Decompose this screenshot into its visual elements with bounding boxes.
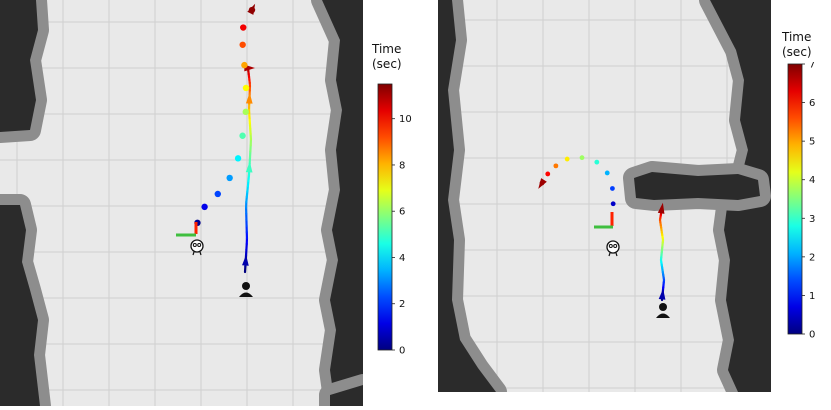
robot-eye-left [192,243,197,247]
left-colorbar-tick-label: 8 [399,160,405,171]
right-robot-predicted-point [564,156,570,162]
right-colorbar-tick-label: 0 [809,330,815,341]
right-robot-goal-arrow [538,178,547,189]
right-colorbar-title-line1: Time [782,30,812,44]
left-person-heading-marker [245,161,253,173]
left-robot-predicted-point [234,155,242,162]
robot-eye-right [197,243,202,247]
right-robot-predicted-point [610,201,616,207]
left-map-panel [0,0,363,406]
robot-eye-left [608,244,613,248]
left-robot-predicted-point [242,108,249,116]
person-icon [656,303,670,318]
wall-obstacle [322,0,363,406]
right-colorbar-bar [787,63,803,335]
right-colorbar-tick-label: 7 [809,62,815,71]
wall-obstacle [0,0,38,132]
left-robot-goal-arrow [247,3,256,15]
right-occupancy-map [438,0,771,392]
robot-body [606,240,620,254]
robot-legs [192,251,202,256]
wall-obstacle [634,172,760,200]
right-colorbar-tick-label: 1 [809,291,815,302]
wall-obstacle [438,0,496,392]
robot-eye-right [613,244,618,248]
robot-body [190,239,204,253]
robot-icon [606,240,620,257]
right-colorbar-title: Time (sec) [782,30,812,60]
right-robot-predicted-point [545,171,551,177]
right-colorbar-tick-label: 3 [809,214,815,225]
person-head [242,282,250,290]
left-colorbar-tick-label: 4 [399,253,405,264]
right-colorbar-tick-label: 6 [809,98,815,109]
right-robot-predicted-point [579,155,585,161]
right-colorbar-tick-label: 2 [809,252,815,263]
right-robot-predicted-point [610,186,615,191]
left-robot-predicted-point [242,84,250,92]
left-robot-predicted-point [214,190,221,198]
left-colorbar-tick-label: 6 [399,207,405,218]
left-robot-predicted-point [239,132,246,139]
person-body [239,292,253,297]
right-person-heading-marker [657,202,665,214]
person-body [656,313,670,318]
right-colorbar-title-line2: (sec) [782,45,812,59]
left-colorbar-tick-label: 0 [399,346,405,357]
left-robot-predicted-point [239,41,246,48]
left-colorbar-title-line1: Time [372,42,402,56]
wall-obstacle [330,385,363,406]
wall-obstacle [0,205,40,406]
left-robot-predicted-point [201,203,208,211]
left-robot-predicted-point [241,61,248,69]
right-robot-predicted-point [604,170,610,176]
left-colorbar-tick-label: 10 [399,114,412,125]
person-head [659,303,667,311]
right-colorbar: 0 1 2 3 4 5 6 7 [787,62,815,341]
left-person-heading-marker [242,254,249,266]
robot-legs [608,252,618,257]
left-occupancy-map [0,0,363,406]
left-colorbar-title-line2: (sec) [372,57,402,71]
left-robot-predicted-point [240,24,247,31]
right-robot-predicted-point [594,159,600,165]
left-colorbar: 0 2 4 6 8 10 [377,83,412,357]
left-colorbar-bar [377,83,393,351]
right-colorbar-tick-label: 5 [809,137,815,148]
left-robot-predicted-point [226,174,233,182]
right-map-panel [438,0,771,392]
right-robot-predicted-point [553,163,559,169]
person-icon [239,282,253,297]
right-person-heading-marker [658,288,666,300]
left-colorbar-title: Time (sec) [372,42,402,72]
left-colorbar-tick-label: 2 [399,299,405,310]
left-person-heading-marker [245,92,253,104]
right-colorbar-tick-label: 4 [809,175,815,186]
robot-icon [190,239,204,256]
